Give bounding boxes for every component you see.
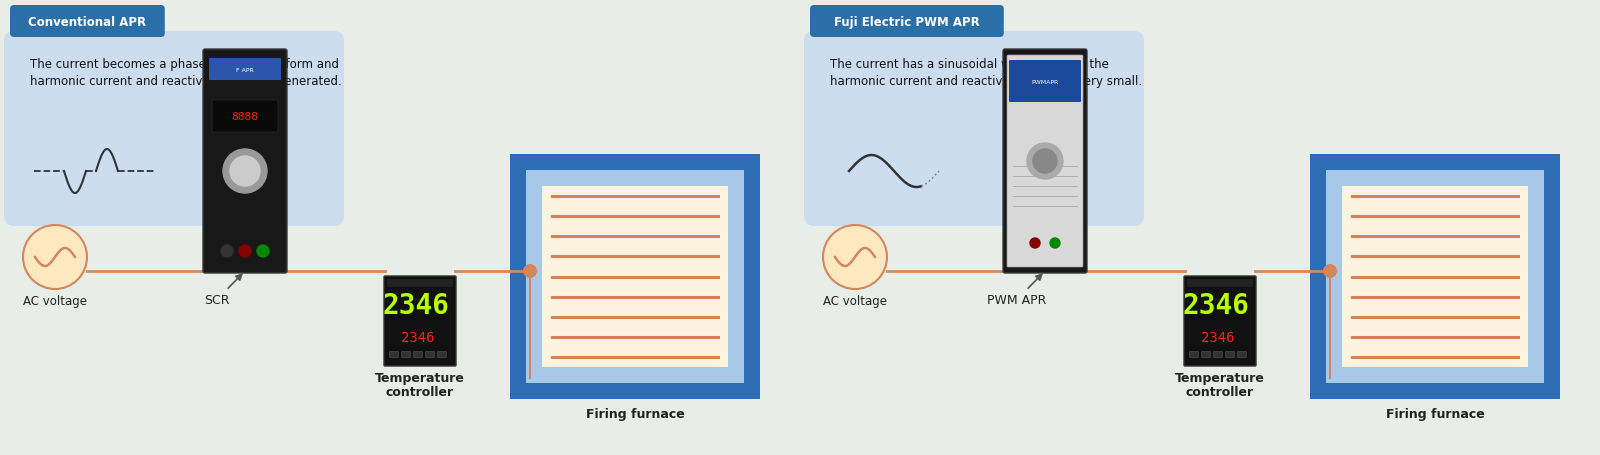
- Text: SCR: SCR: [205, 275, 242, 306]
- Text: Firing furnace: Firing furnace: [586, 407, 685, 420]
- FancyBboxPatch shape: [1003, 50, 1086, 273]
- FancyBboxPatch shape: [1226, 352, 1235, 358]
- FancyBboxPatch shape: [3, 32, 344, 227]
- Circle shape: [1030, 238, 1040, 248]
- Text: 2346: 2346: [1202, 330, 1235, 344]
- Text: PWM APR: PWM APR: [987, 275, 1046, 306]
- Circle shape: [1034, 150, 1058, 174]
- FancyBboxPatch shape: [426, 352, 435, 358]
- Circle shape: [221, 245, 234, 258]
- FancyBboxPatch shape: [211, 101, 278, 133]
- Circle shape: [238, 245, 251, 258]
- FancyBboxPatch shape: [1342, 187, 1528, 367]
- FancyBboxPatch shape: [1189, 352, 1198, 358]
- Text: 2346: 2346: [382, 292, 450, 319]
- Circle shape: [258, 245, 269, 258]
- Text: Conventional APR: Conventional APR: [29, 15, 147, 29]
- FancyBboxPatch shape: [1202, 352, 1211, 358]
- Circle shape: [222, 150, 267, 193]
- Text: 2346: 2346: [402, 330, 435, 344]
- Circle shape: [1027, 144, 1062, 180]
- Text: harmonic current and reactive power are generated.: harmonic current and reactive power are …: [30, 76, 342, 88]
- FancyBboxPatch shape: [389, 352, 398, 358]
- FancyBboxPatch shape: [210, 59, 282, 81]
- FancyBboxPatch shape: [1010, 61, 1082, 103]
- Circle shape: [1323, 264, 1338, 278]
- FancyBboxPatch shape: [1310, 155, 1560, 399]
- Text: harmonic current and reactive power are very small.: harmonic current and reactive power are …: [830, 76, 1142, 88]
- Text: Fuji Electric PWM APR: Fuji Electric PWM APR: [834, 15, 979, 29]
- Text: 2346: 2346: [1182, 292, 1250, 319]
- Text: 8888: 8888: [232, 112, 259, 122]
- Text: PWMAPR: PWMAPR: [1032, 79, 1059, 84]
- FancyBboxPatch shape: [402, 352, 411, 358]
- Text: Firing furnace: Firing furnace: [1386, 407, 1485, 420]
- FancyBboxPatch shape: [413, 352, 422, 358]
- Text: The current becomes a phase control waveform and: The current becomes a phase control wave…: [30, 57, 339, 71]
- FancyBboxPatch shape: [1213, 352, 1222, 358]
- FancyBboxPatch shape: [526, 171, 744, 383]
- Circle shape: [230, 157, 259, 187]
- FancyBboxPatch shape: [1006, 56, 1083, 268]
- FancyBboxPatch shape: [10, 6, 165, 38]
- Text: The current has a sinusoidal waveform and the: The current has a sinusoidal waveform an…: [830, 57, 1109, 71]
- FancyBboxPatch shape: [203, 50, 286, 273]
- Text: Temperature: Temperature: [1174, 371, 1266, 384]
- Text: AC voltage: AC voltage: [822, 294, 886, 307]
- FancyBboxPatch shape: [437, 352, 446, 358]
- Circle shape: [22, 226, 86, 289]
- Text: Temperature: Temperature: [374, 371, 466, 384]
- FancyBboxPatch shape: [510, 155, 760, 399]
- FancyBboxPatch shape: [542, 187, 728, 367]
- Text: AC voltage: AC voltage: [22, 294, 86, 307]
- FancyBboxPatch shape: [384, 276, 456, 366]
- Text: controller: controller: [1186, 385, 1254, 398]
- Text: F APR: F APR: [237, 67, 254, 72]
- Text: controller: controller: [386, 385, 454, 398]
- FancyBboxPatch shape: [1237, 352, 1246, 358]
- FancyBboxPatch shape: [810, 6, 1003, 38]
- FancyBboxPatch shape: [387, 279, 453, 288]
- FancyBboxPatch shape: [805, 32, 1144, 227]
- FancyBboxPatch shape: [1187, 279, 1253, 288]
- FancyBboxPatch shape: [1326, 171, 1544, 383]
- Circle shape: [1050, 238, 1059, 248]
- Circle shape: [822, 226, 886, 289]
- FancyBboxPatch shape: [1184, 276, 1256, 366]
- Circle shape: [523, 264, 538, 278]
